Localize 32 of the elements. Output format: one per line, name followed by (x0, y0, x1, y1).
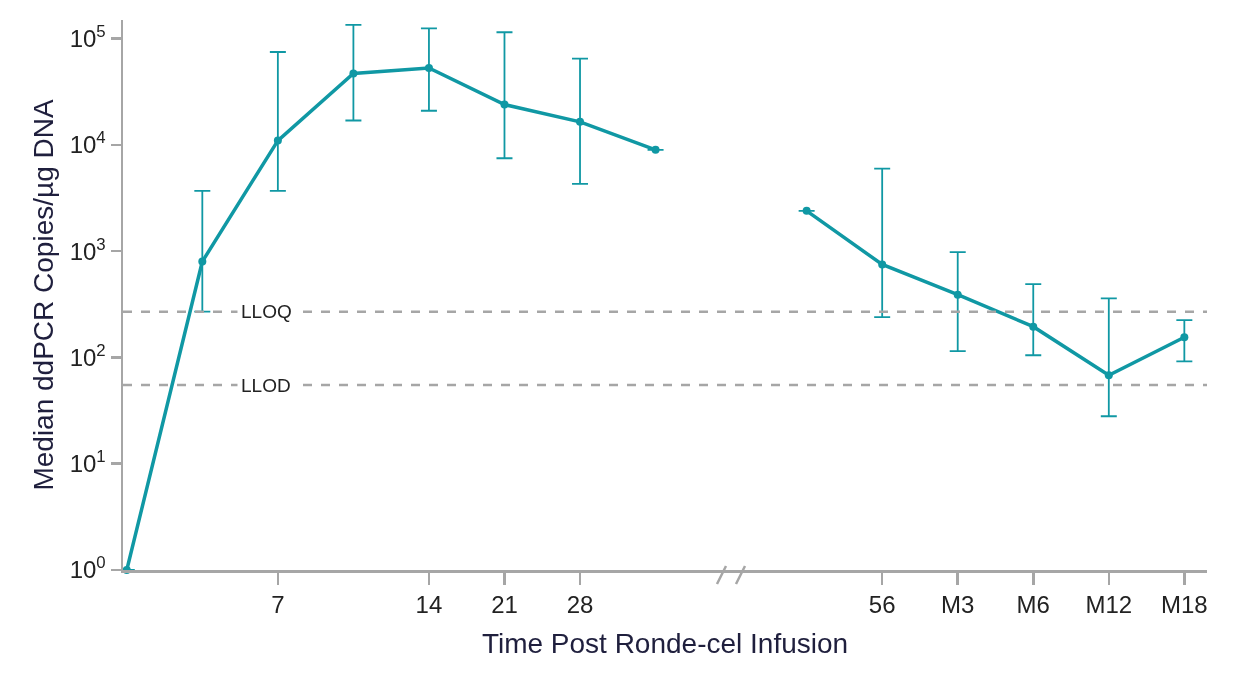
point (576, 117, 585, 126)
x-tick-label: M12 (1085, 591, 1133, 619)
x-tick-label: 7 (271, 591, 285, 619)
point (651, 145, 660, 154)
y-tick-label: 10$^{4}$ (69, 128, 106, 159)
point (878, 260, 887, 269)
y-tick-label: 10$^{3}$ (69, 234, 106, 265)
point (953, 290, 962, 299)
point (1104, 371, 1113, 380)
point (802, 206, 811, 215)
y-tick-label: 10$^{5}$ (69, 22, 106, 53)
x-axis-title: Time Post Ronde-cel Infusion (481, 627, 849, 659)
point (1180, 333, 1189, 342)
y-tick-label: 10$^{0}$ (69, 553, 106, 584)
point (424, 64, 433, 73)
x-tick-label: 28 (566, 591, 594, 619)
point (273, 136, 282, 145)
point (1029, 322, 1038, 331)
y-axis-title: Median ddPCR Copies/µg DNA (28, 99, 60, 491)
x-tick-label: M18 (1161, 591, 1208, 619)
y-tick-label: 10$^{2}$ (69, 340, 106, 371)
ref-line-label: LLOD (241, 375, 291, 396)
x-tick-label: 14 (415, 591, 443, 619)
x-tick-label: M6 (1016, 591, 1050, 619)
y-tick-label: 10$^{1}$ (69, 447, 106, 478)
x-tick-label: 56 (868, 591, 896, 619)
point (198, 257, 207, 266)
point (500, 100, 509, 109)
x-tick-label: 21 (491, 591, 518, 619)
point (349, 69, 358, 78)
x-tick-label: M3 (941, 591, 975, 619)
ref-line-label: LLOQ (241, 301, 292, 322)
